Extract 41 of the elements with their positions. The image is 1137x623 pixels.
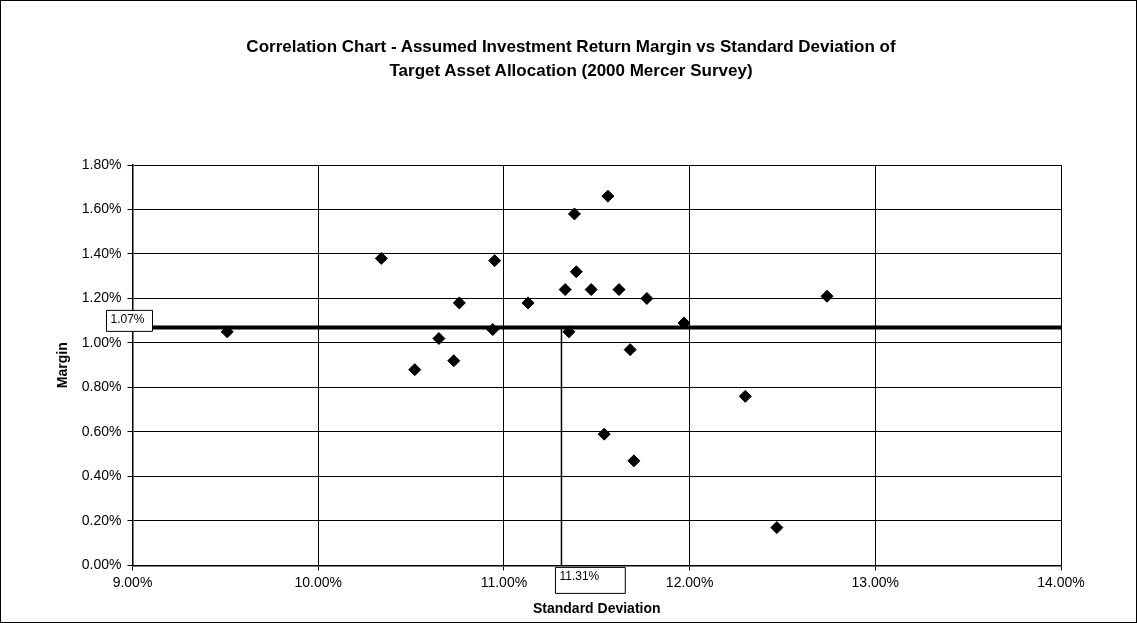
y-tick-label: 1.00% [81,333,122,350]
point [452,296,466,310]
point [567,207,581,221]
point [488,254,502,268]
point [569,265,583,279]
ref-line-label: 1.07% [110,311,145,326]
x-tick-label: 14.00% [1037,573,1085,590]
y-tick-label: 1.80% [81,155,122,172]
y-tick-label: 1.20% [81,289,122,306]
point [623,343,637,357]
point [558,283,572,297]
y-tick-label: 0.80% [81,378,122,395]
ref-line-label: 11.31% [559,568,600,583]
point [408,363,422,377]
point [432,332,446,346]
point [612,283,626,297]
chart-title: Correlation Chart - Assumed Investment Return Margin vs Standard Deviation of Target Asset Allocation (2000 Mercer Survey) [245,36,897,82]
x-tick-label: 13.00% [851,573,900,590]
x-tick-label: 12.00% [665,573,714,590]
x-axis-title: Standard Deviation [532,600,661,617]
point [640,291,654,305]
point [597,427,611,441]
y-tick-label: 0.00% [81,556,122,573]
point [374,251,388,265]
x-tick-label: 9.00% [112,573,153,590]
point [584,283,598,297]
point [738,389,752,403]
point [770,521,784,535]
y-tick-label: 0.20% [81,511,122,528]
x-tick-label: 10.00% [294,573,342,590]
point [601,189,615,203]
y-tick-label: 1.40% [81,244,122,261]
y-tick-label: 1.60% [81,200,122,217]
y-tick-label: 0.40% [81,467,122,484]
point [820,289,834,303]
point [627,454,641,468]
x-tick-label: 11.00% [480,573,528,590]
point [521,296,535,310]
y-axis-title: Margin [54,342,71,389]
point [447,354,461,368]
y-tick-label: 0.60% [81,422,122,439]
